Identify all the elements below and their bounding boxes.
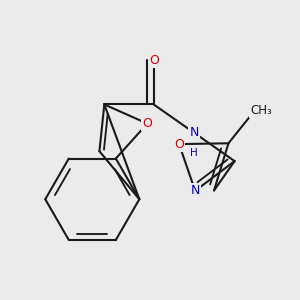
Text: N: N	[190, 184, 200, 197]
Text: O: O	[142, 117, 152, 130]
Text: H: H	[190, 148, 198, 158]
Text: O: O	[174, 138, 184, 151]
Text: N: N	[190, 126, 199, 139]
Text: O: O	[149, 53, 159, 67]
Text: CH₃: CH₃	[250, 104, 272, 117]
